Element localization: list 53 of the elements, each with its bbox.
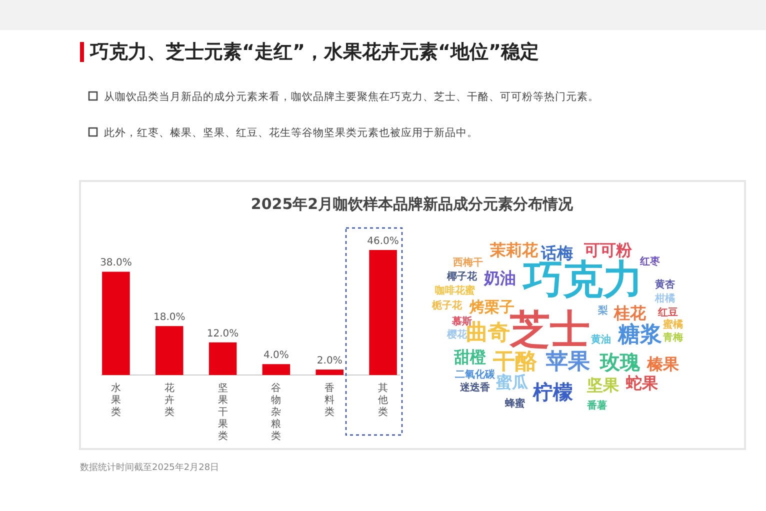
data-label: 38.0% — [100, 258, 132, 269]
text: 咖啡花蜜 — [435, 284, 476, 296]
text: 苹果 — [545, 350, 591, 374]
text: 数据统计时间截至2025年2月28日 — [80, 462, 220, 473]
bar — [369, 250, 397, 375]
text: 茉莉花 — [489, 240, 539, 260]
x-tick-label: 花卉类 — [164, 382, 174, 418]
text: 樱花 — [446, 328, 468, 340]
bar — [262, 364, 290, 375]
text: 可可粉 — [583, 240, 633, 260]
data-label: 46.0% — [367, 236, 399, 247]
text: 黄油 — [590, 334, 611, 346]
x-tick-label: 谷物杂粮类 — [271, 382, 282, 442]
x-tick-label: 香料类 — [324, 382, 335, 418]
chart-subtitle: 2025年2月咖饮样本品牌新品成分元素分布情况 — [250, 195, 574, 213]
data-label: 12.0% — [206, 328, 239, 340]
text: 栀子花 — [431, 300, 463, 312]
text: 奶油 — [483, 268, 516, 288]
text: 柠檬 — [532, 380, 574, 404]
text: 黄杏 — [654, 278, 675, 290]
text: 糖浆 — [617, 322, 662, 348]
text: 红豆 — [657, 306, 678, 318]
text: 椰子花 — [446, 270, 478, 282]
data-label: 18.0% — [153, 312, 186, 324]
text: 此外，红枣、榛果、坚果、红豆、花生等谷物坚果类元素也被应用于新品中。 — [104, 126, 478, 139]
bar — [102, 272, 130, 375]
text: 红枣 — [639, 256, 660, 268]
text: 蜜橘 — [662, 318, 683, 330]
text: 蛇果 — [625, 374, 659, 392]
text: 蜜瓜 — [495, 372, 529, 392]
text: 甜橙 — [453, 348, 487, 366]
bar — [208, 342, 237, 375]
text: 梨 — [597, 304, 608, 316]
text: 从咖饮品类当月新品的成分元素来看，咖饮品牌主要聚焦在巧克力、芝士、干酪、可可粉等热门元素。 — [104, 90, 599, 103]
bar — [316, 370, 344, 375]
x-tick-label: 坚果干果类 — [218, 382, 228, 442]
text: 二氧化碳 — [455, 368, 496, 380]
text: 迷迭香 — [459, 382, 491, 394]
text: 蜂蜜 — [504, 398, 526, 410]
text: 玫瑰 — [599, 350, 640, 374]
bar — [155, 326, 184, 375]
text: 青梅 — [662, 332, 683, 344]
text: 桂花 — [613, 304, 647, 322]
data-label: 2.0% — [316, 356, 342, 367]
text: 坚果 — [586, 376, 620, 394]
text: 番薯 — [586, 400, 607, 412]
data-label: 4.0% — [264, 350, 289, 362]
x-tick-label: 其他类 — [378, 382, 388, 418]
text: 榛果 — [646, 354, 680, 374]
text: 柑橘 — [654, 292, 675, 304]
text: 西梅干 — [452, 256, 483, 268]
chart-title: 巧克力、芝士元素“走红”，水果花卉元素“地位”稳定 — [89, 41, 539, 63]
x-tick-label: 水果类 — [110, 382, 121, 418]
